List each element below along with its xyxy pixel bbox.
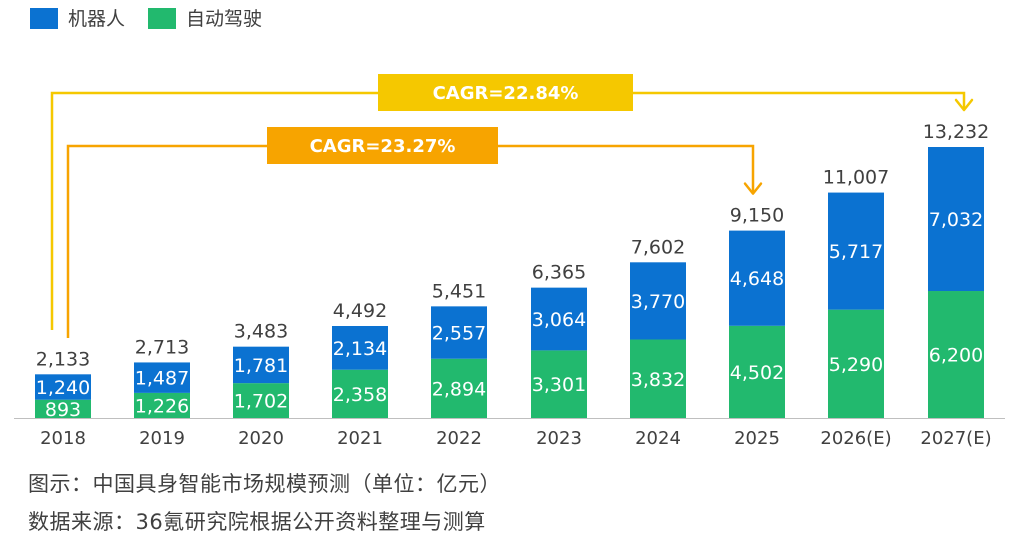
cagr-connector-line [633,91,966,109]
cagr-box [267,127,498,164]
legend-swatch [148,8,176,29]
segment-label-robot: 1,781 [234,355,288,377]
x-tick-label: 2018 [40,428,86,449]
segment-label-autonomous-driving: 6,200 [929,345,983,367]
total-label: 6,365 [532,262,586,284]
cagr-connector-line [66,144,267,338]
legend-swatch [30,8,58,29]
bar-segment-robot [35,374,91,400]
x-axis: 2018 2019 2020 2021 2022 2023 2024 2025 2026(E) 2… [14,418,1005,449]
bar-segment-autonomous-driving [729,325,785,418]
segment-label-robot: 3,064 [532,309,586,331]
total-label: 9,150 [730,205,784,227]
segment-label-autonomous-driving: 2,894 [432,378,486,400]
bar-segment-robot [431,306,487,359]
bar-segment-autonomous-driving [35,399,91,418]
source-caption: 数据来源：36氪研究院根据公开资料整理与测算 [28,510,486,534]
bar-segment-autonomous-driving [233,383,289,418]
bar-segment-robot [928,147,984,292]
bar-segment-autonomous-driving [828,309,884,418]
cagr-connector-line [50,91,378,330]
bar-segment-autonomous-driving [431,358,487,418]
arrow-head [954,98,974,112]
x-tick-label: 2027(E) [920,428,991,449]
bar-segment-robot [134,362,190,393]
segment-label-autonomous-driving: 1,702 [234,391,288,413]
segment-label-robot: 4,648 [730,268,784,290]
x-tick-label: 2020 [238,428,284,449]
segment-label-autonomous-driving: 2,358 [333,384,387,406]
segment-label-autonomous-driving: 1,226 [135,395,189,417]
x-tick-label: 2022 [436,428,482,449]
bar-segment-autonomous-driving [928,291,984,418]
x-tick-label: 2024 [635,428,681,449]
segment-label-robot: 2,134 [333,338,387,360]
total-label: 3,483 [234,321,288,343]
total-label: 4,492 [333,300,387,322]
segment-label-autonomous-driving: 893 [45,399,81,421]
x-tick-label: 2021 [337,428,383,449]
total-label: 2,133 [36,348,90,370]
bar-segment-robot [233,346,289,384]
x-tick-label: 2019 [139,428,185,449]
segment-label-autonomous-driving: 3,832 [631,369,685,391]
legend-label: 自动驾驶 [186,8,262,30]
segment-label-autonomous-driving: 4,502 [730,362,784,384]
bar-segment-autonomous-driving [630,339,686,418]
segment-label-autonomous-driving: 5,290 [829,354,883,376]
bar-segment-robot [332,326,388,370]
total-label: 7,602 [631,236,685,258]
bar-segment-robot [729,230,785,326]
cagr-label: CAGR=23.27% [310,136,456,157]
bar-segment-autonomous-driving [531,350,587,418]
cagr-box [378,74,633,111]
total-label: 13,232 [923,121,989,143]
chart-caption: 图示：中国具身智能市场规模预测（单位：亿元） [28,472,501,496]
segment-label-robot: 5,717 [829,241,883,263]
chart-legend: 机器人 自动驾驶 [30,8,262,30]
x-tick-label: 2023 [536,428,582,449]
cagr-label: CAGR=22.84% [433,83,579,104]
arrow-head [743,182,763,195]
bar-segment-autonomous-driving [332,369,388,418]
total-label: 5,451 [432,280,486,302]
segment-label-robot: 2,557 [432,323,486,345]
x-tick-label: 2026(E) [820,428,891,449]
legend-label: 机器人 [68,8,125,30]
segment-label-robot: 1,487 [135,368,189,390]
x-tick-label: 2025 [734,428,780,449]
cagr-connector-line [498,144,755,193]
segment-label-autonomous-driving: 3,301 [532,374,586,396]
bar-segment-robot [828,192,884,310]
segment-label-robot: 3,770 [631,291,685,313]
segment-label-robot: 1,240 [36,377,90,399]
bar-segment-robot [531,287,587,351]
bar-segment-autonomous-driving [134,392,190,418]
bar-segment-robot [630,262,686,340]
cagr-annotations: CAGR=22.84% CAGR=23.27% [50,74,974,338]
total-label: 11,007 [823,167,889,189]
segment-label-robot: 7,032 [929,209,983,231]
total-label: 2,713 [135,336,189,358]
